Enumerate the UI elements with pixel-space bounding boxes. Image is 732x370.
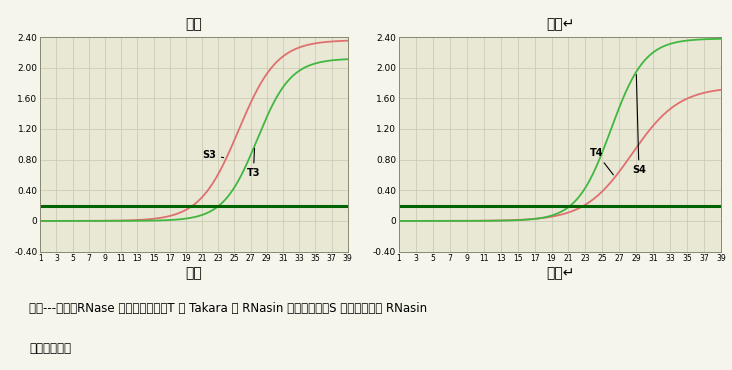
Text: T4: T4 <box>590 148 613 175</box>
Text: T3: T3 <box>247 148 260 178</box>
Text: 图三---图六：RNase 量相同的时候，T 为 Takara 的 RNasin 的抑制效果，S 为新景生物的 RNasin: 图三---图六：RNase 量相同的时候，T 为 Takara 的 RNasin… <box>29 302 427 314</box>
Text: S4: S4 <box>632 75 646 175</box>
Text: 图六↵: 图六↵ <box>546 266 574 280</box>
Text: 图五: 图五 <box>186 266 202 280</box>
Text: 图四↵: 图四↵ <box>546 17 574 31</box>
Text: S3: S3 <box>202 150 223 160</box>
Text: 的抑制效果。: 的抑制效果。 <box>29 342 71 355</box>
Text: 图三: 图三 <box>186 17 202 31</box>
